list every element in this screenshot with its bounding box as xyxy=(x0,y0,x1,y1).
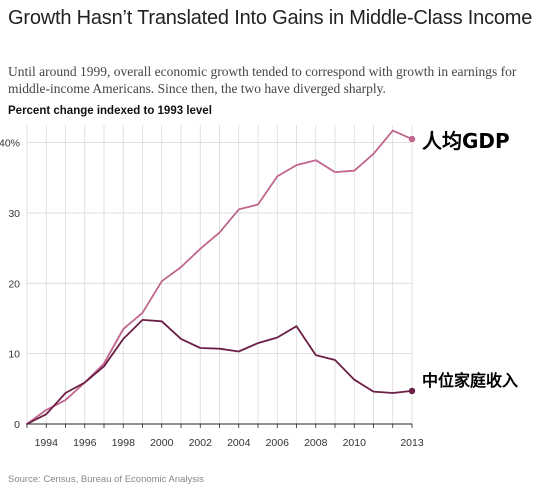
y-tick-label: 20 xyxy=(8,278,20,290)
gridlines xyxy=(26,125,413,424)
y-axis-ticks: 0 10 20 30 40% xyxy=(0,138,20,431)
source-note: Source: Census, Bureau of Economic Analy… xyxy=(8,474,204,485)
chart-subtitle: Until around 1999, overall economic grow… xyxy=(8,64,517,96)
series-label-income: 中位家庭收入 xyxy=(422,371,518,390)
chart-title: Growth Hasn’t Translated Into Gains in M… xyxy=(8,7,533,29)
y-tick-label: 30 xyxy=(8,208,20,220)
x-tick-label: 1994 xyxy=(35,437,59,449)
series-endpoint-gdp xyxy=(408,135,416,143)
x-tick-label: 2002 xyxy=(189,437,213,449)
x-tick-label: 2004 xyxy=(227,437,251,449)
y-axis-caption: Percent change indexed to 1993 level xyxy=(8,105,212,117)
x-tick-label: 2000 xyxy=(150,437,174,449)
y-tick-label: 0 xyxy=(14,419,20,431)
x-tick-label: 2010 xyxy=(343,437,367,449)
x-tick-label: 2013 xyxy=(400,437,424,449)
series-label-gdp: 人均GDP xyxy=(422,129,510,153)
y-tick-label: 10 xyxy=(8,349,20,361)
y-tick-label: 40% xyxy=(0,138,20,150)
x-tick-label: 1996 xyxy=(73,437,97,449)
x-tick-label: 2008 xyxy=(304,437,328,449)
series-labels: 人均GDP 中位家庭收入 xyxy=(422,129,518,390)
x-axis-ticks: 1994 1996 1998 2000 2002 2004 2006 2008 2010 2013 xyxy=(26,423,424,449)
x-tick-label: 2006 xyxy=(266,437,290,449)
series-endpoint-income xyxy=(408,387,416,395)
series-lines xyxy=(26,129,416,425)
x-tick-label: 1998 xyxy=(112,437,136,449)
series-line-income xyxy=(26,318,413,425)
